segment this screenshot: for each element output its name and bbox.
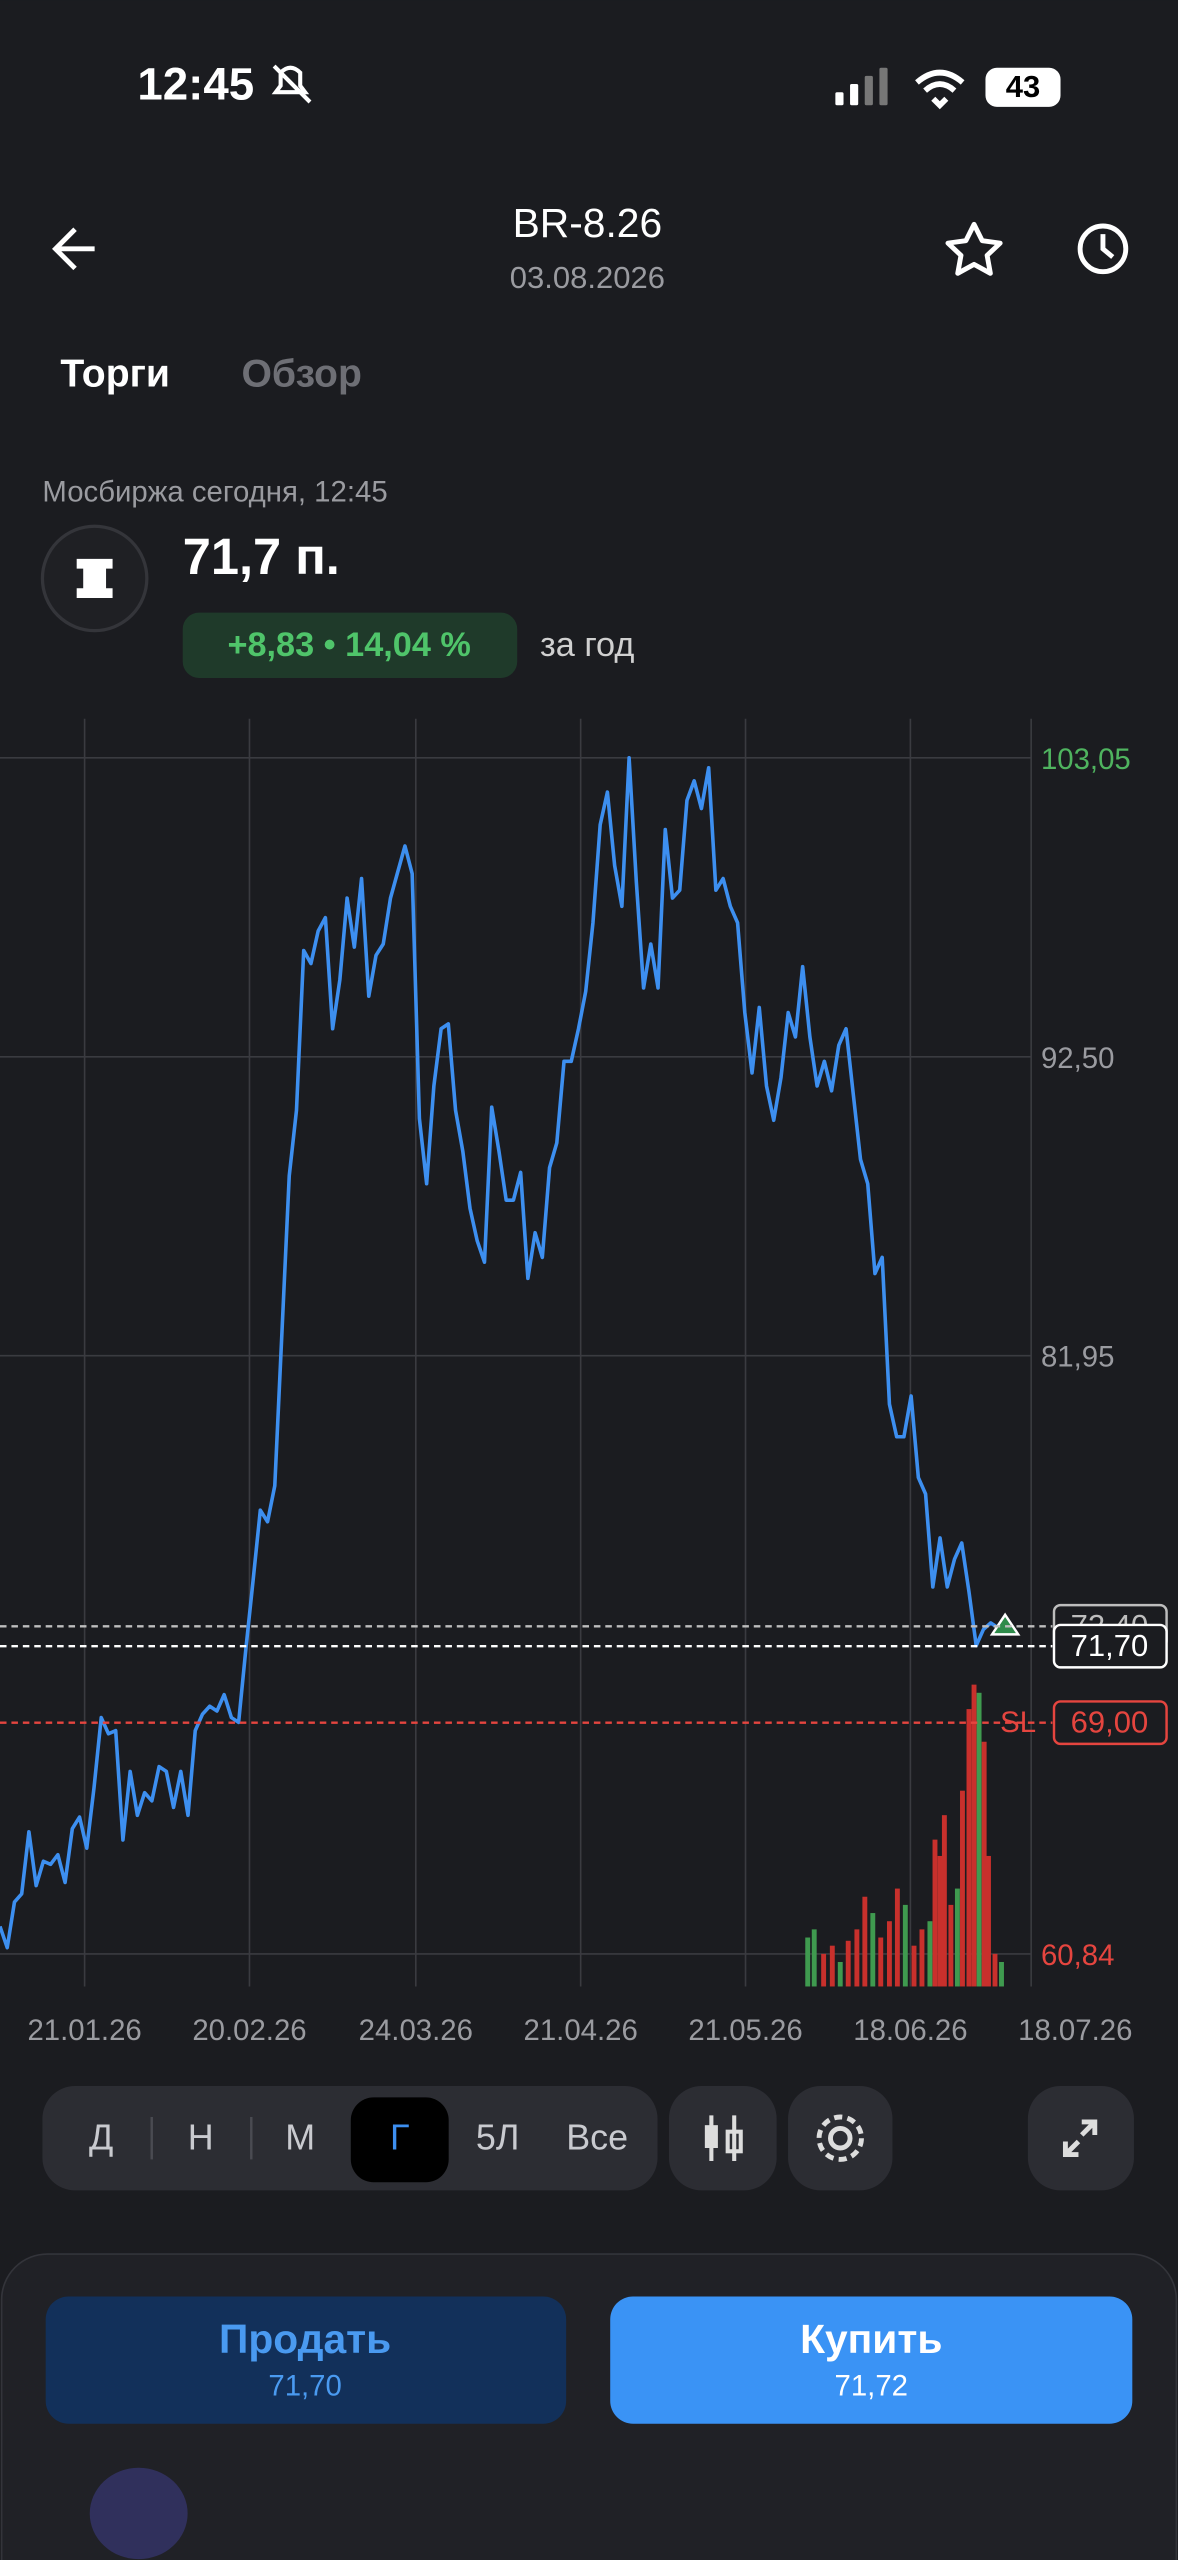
fullscreen-button[interactable] xyxy=(1027,2086,1134,2191)
gear-icon xyxy=(816,2114,864,2162)
price-level-box xyxy=(1052,1623,1168,1669)
chart: 21.01.26 20.02.26 24.03.26 21.04.26 21.05.26… xyxy=(0,718,1168,2047)
volume-bar xyxy=(911,1945,917,1987)
clock: 12:45 xyxy=(137,58,254,109)
last-price: 71,7 п. xyxy=(183,528,340,585)
x-tick-label: 20.02.26 xyxy=(192,2014,306,2047)
volume-bar xyxy=(862,1896,868,1987)
volume-bar xyxy=(954,1888,960,1987)
volume-bar xyxy=(821,1953,827,1987)
history-button[interactable] xyxy=(1077,223,1129,275)
volume-bar xyxy=(837,1962,843,1987)
x-tick-label: 18.07.26 xyxy=(1018,2014,1132,2047)
x-tick-label: 24.03.26 xyxy=(359,2014,473,2047)
last-point-marker xyxy=(989,1612,1021,1636)
candle-icon-body xyxy=(725,2129,743,2154)
volume-bar xyxy=(976,1692,982,1987)
volume-bar xyxy=(966,1709,972,1987)
blurred-avatar xyxy=(89,2467,188,2560)
price-change: +8,83 • 14,04 % xyxy=(227,626,470,664)
buy-button[interactable] xyxy=(610,2296,1133,2424)
chart-type-button[interactable] xyxy=(668,2086,777,2191)
x-tick-label: 18.06.26 xyxy=(853,2014,967,2047)
volume-bar xyxy=(919,1929,925,1987)
period-button[interactable]: 5Л xyxy=(476,2117,519,2157)
x-tick-label: 21.01.26 xyxy=(27,2014,141,2047)
candle-icon-body xyxy=(704,2125,718,2148)
volume-bar xyxy=(971,1684,977,1987)
volume-bar xyxy=(878,1937,884,1987)
volume-bar xyxy=(986,1855,991,1987)
period-button[interactable]: Г xyxy=(390,2117,409,2157)
volume-bar xyxy=(927,1921,933,1987)
expiry-date: 03.08.2026 xyxy=(510,260,665,295)
volume-bar xyxy=(941,1815,947,1987)
x-tick-label: 21.04.26 xyxy=(524,2014,638,2047)
y-tick-label: 60,84 xyxy=(1041,1939,1114,1972)
volume-bar xyxy=(932,1839,938,1987)
battery xyxy=(985,67,1061,107)
price-line xyxy=(0,756,1006,1950)
volume-bar xyxy=(845,1940,851,1987)
instrument-title: BR-8.26 xyxy=(513,200,663,246)
volume-bar xyxy=(992,1953,998,1987)
mute-icon xyxy=(271,64,312,104)
volume-bar xyxy=(886,1921,892,1987)
battery-level: 43 xyxy=(1006,69,1040,104)
buy-label: Купить xyxy=(800,2316,942,2362)
period-button[interactable]: М xyxy=(285,2117,315,2157)
volume-bar xyxy=(854,1929,860,1987)
volume-bar xyxy=(937,1855,943,1987)
y-tick-label: 81,95 xyxy=(1041,1341,1114,1374)
expand-icon xyxy=(1062,2119,1098,2157)
volume-bar xyxy=(981,1741,987,1987)
price-level-tag: SL xyxy=(1000,1706,1036,1739)
volume-bar xyxy=(948,1904,954,1987)
favorite-button[interactable] xyxy=(945,221,1003,276)
volume-bar xyxy=(811,1929,817,1987)
wifi-icon xyxy=(915,69,965,110)
tab[interactable]: Обзор xyxy=(241,352,361,395)
sell-button[interactable] xyxy=(45,2296,567,2424)
y-tick-label: 103,05 xyxy=(1041,743,1131,776)
volume-bar xyxy=(902,1904,908,1987)
period-selector xyxy=(42,2086,658,2191)
buy-price: 71,72 xyxy=(835,2370,908,2403)
volume-bar xyxy=(829,1945,835,1987)
volume-bar xyxy=(960,1790,965,1987)
tab-active[interactable]: Торги xyxy=(60,352,170,395)
back-button[interactable] xyxy=(52,227,95,271)
volume-bar xyxy=(805,1937,811,1987)
volume-bar xyxy=(894,1888,900,1987)
change-pill xyxy=(182,612,518,678)
period-button[interactable]: Все xyxy=(566,2117,628,2157)
y-tick-label: 92,50 xyxy=(1041,1042,1114,1075)
sell-label: Продать xyxy=(219,2316,391,2362)
price-level-label: 69,00 xyxy=(1071,1704,1149,1739)
price-level-label: 71,70 xyxy=(1071,1628,1149,1663)
change-period: за год xyxy=(540,626,634,664)
period-button[interactable]: Н xyxy=(188,2117,214,2157)
period-active-bg xyxy=(350,2097,449,2183)
volume-bar xyxy=(870,1913,876,1987)
x-tick-label: 21.05.26 xyxy=(688,2014,802,2047)
signal-icon xyxy=(835,67,888,106)
sell-price: 71,70 xyxy=(268,2370,341,2403)
volume-bar xyxy=(999,1962,1004,1987)
exchange-time: Мосбиржа сегодня, 12:45 xyxy=(42,475,387,508)
settings-button[interactable] xyxy=(788,2086,893,2191)
period-button[interactable]: Д xyxy=(89,2117,113,2157)
barrel-icon xyxy=(76,558,113,598)
period-buttons: Д Н М Г 5Л Все xyxy=(89,2097,628,2183)
price-level-box xyxy=(1052,1700,1168,1746)
